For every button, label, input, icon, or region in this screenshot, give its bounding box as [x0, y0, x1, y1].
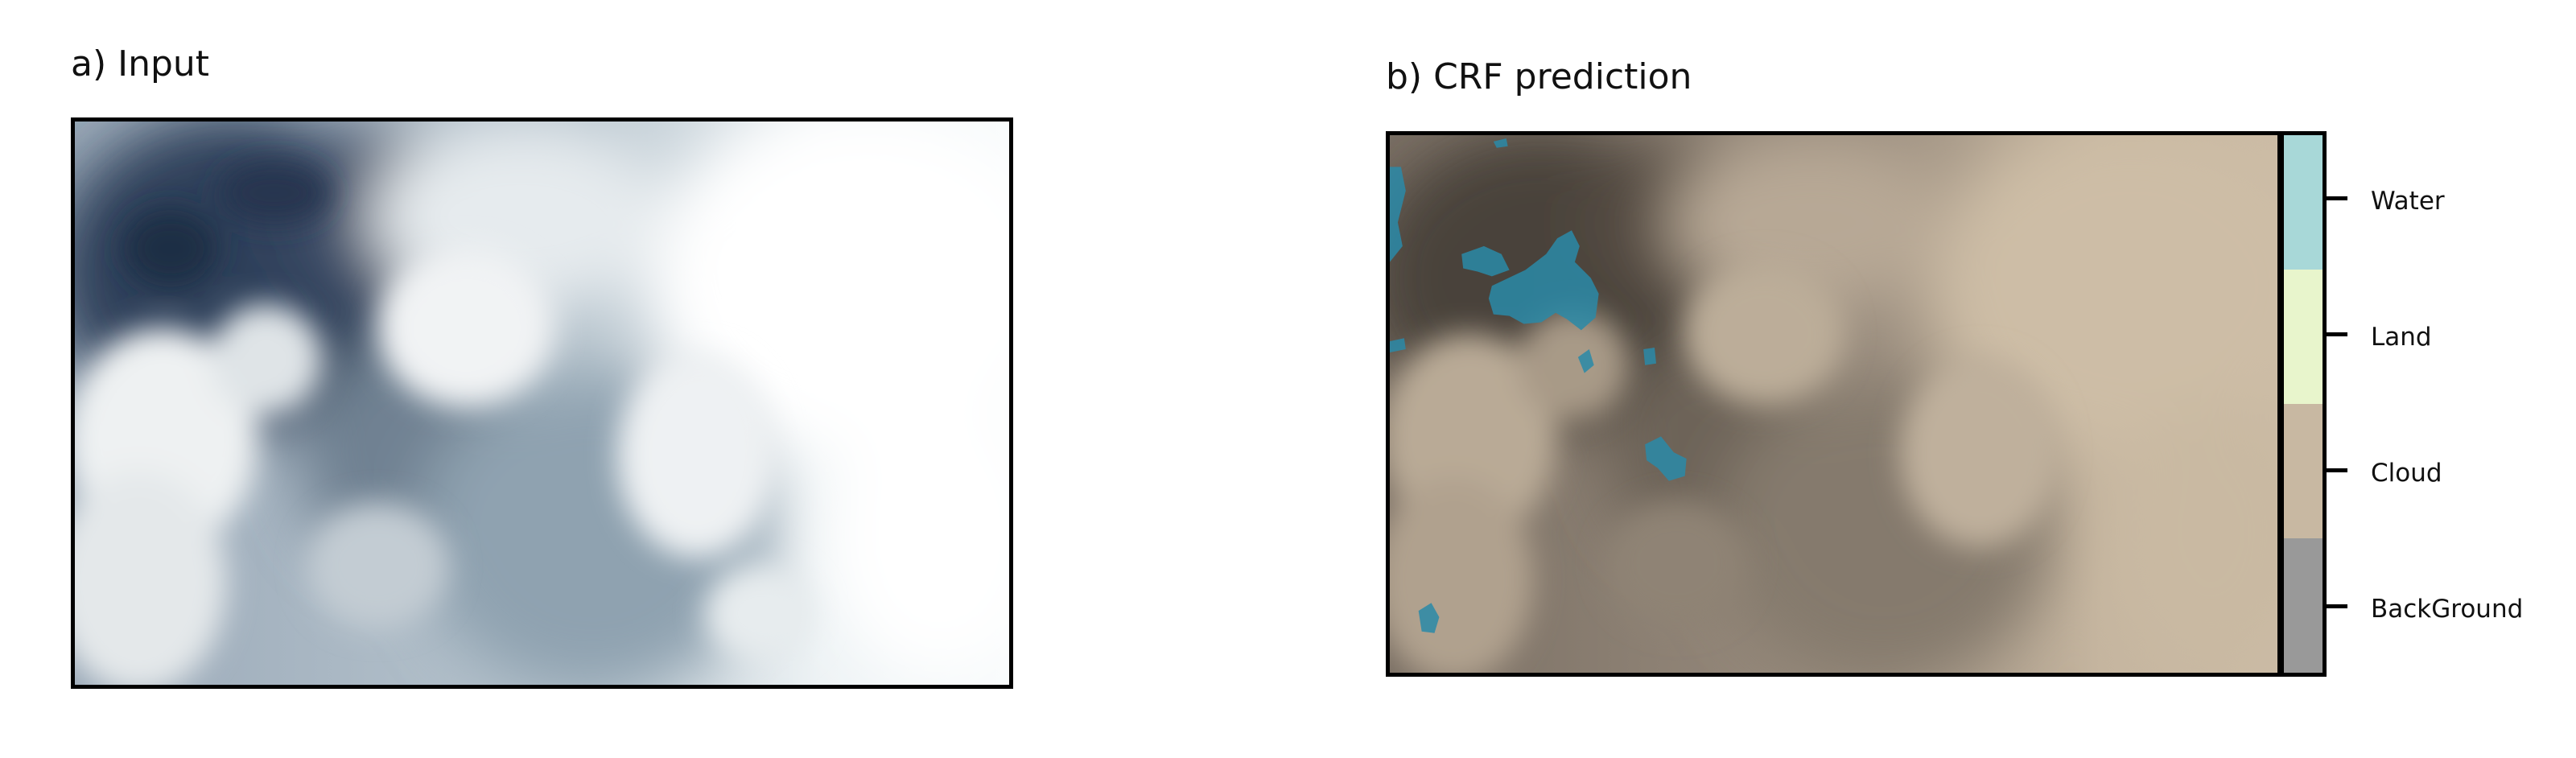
- prediction-image: [1386, 131, 2281, 677]
- colorbar-tick-water: [2327, 196, 2347, 200]
- input-image: [71, 117, 1013, 689]
- colorbar-segment-water: [2284, 135, 2323, 270]
- legend-label-cloud: Cloud: [2371, 459, 2442, 488]
- legend-label-land: Land: [2371, 323, 2432, 352]
- panel-b-title: b) CRF prediction: [1386, 56, 1692, 97]
- legend-colorbar: [2280, 131, 2327, 677]
- panel-a-title: a) Input: [71, 43, 210, 84]
- colorbar-segment-cloud: [2284, 404, 2323, 538]
- legend-label-water: Water: [2371, 187, 2445, 216]
- cloud-satellite-image: [75, 122, 1009, 685]
- colorbar-tick-cloud: [2327, 468, 2347, 472]
- crf-segmentation-overlay: [1390, 135, 2277, 673]
- legend-label-background: BackGround: [2371, 595, 2524, 624]
- colorbar-segment-land: [2284, 270, 2323, 404]
- colorbar-segment-background: [2284, 538, 2323, 673]
- colorbar-tick-background: [2327, 604, 2347, 608]
- colorbar-tick-land: [2327, 332, 2347, 336]
